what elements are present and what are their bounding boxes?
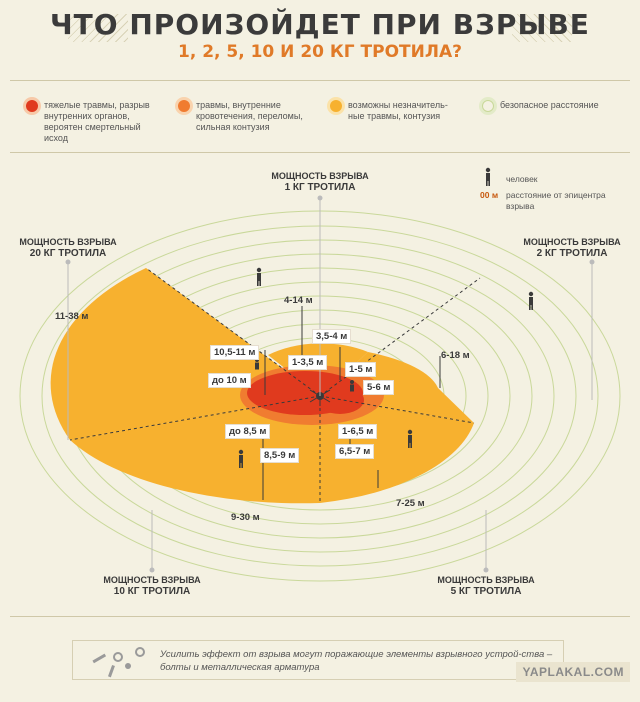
distance-10-5-11: 10,5-11 м <box>210 345 260 360</box>
charge-label-20kg: МОЩНОСТЬ ВЗРЫВА 20 КГ ТРОТИЛА <box>19 237 117 259</box>
callout-dots <box>65 195 595 573</box>
sector-dividers <box>69 267 481 503</box>
key-distance-label: расстояние от эпицентра взрыва <box>506 190 606 211</box>
page-subtitle: 1, 2, 5, 10 И 20 КГ ТРОТИЛА? <box>177 42 463 62</box>
charge-label-1kg: МОЩНОСТЬ ВЗРЫВА 1 КГ ТРОТИЛА <box>271 171 369 193</box>
sector-10kg-minor <box>70 396 320 504</box>
charge-label-10kg: МОЩНОСТЬ ВЗРЫВА 10 КГ ТРОТИЛА <box>103 575 201 597</box>
distance-6-5-7: 6,5-7 м <box>335 444 375 459</box>
distance-1-3-5: 1-3,5 м <box>288 355 328 370</box>
header-divider <box>10 80 630 81</box>
person-icons <box>238 167 534 468</box>
watermark: YAPLAKAL.COM <box>516 662 630 682</box>
distance-8-5-9: 8,5-9 м <box>260 448 300 463</box>
sector-5kg-minor <box>320 396 474 503</box>
distance-5-6: 5-6 м <box>363 380 395 395</box>
severe-dot-icon <box>26 100 38 112</box>
title-decoration-right <box>512 14 572 42</box>
key-distance-sample: 00 м <box>480 190 499 200</box>
distance-4-14: 4-14 м <box>284 295 313 306</box>
footer-note-box <box>72 640 564 680</box>
distance-6-18: 6-18 м <box>441 350 470 361</box>
distance-3-5-4: 3,5-4 м <box>312 329 352 344</box>
distance-do-8-5: до 8,5 м <box>225 424 271 439</box>
bolts-icon <box>92 647 145 678</box>
distance-7-25: 7-25 м <box>396 498 425 509</box>
distance-11-38: 11-38 м <box>55 311 89 322</box>
key-person-label: человек <box>506 174 538 184</box>
safe-dot-icon <box>482 100 494 112</box>
charge-label-2kg: МОЩНОСТЬ ВЗРЫВА 2 КГ ТРОТИЛА <box>523 237 621 259</box>
legend-divider <box>10 152 630 153</box>
minor-dot-icon <box>330 100 342 112</box>
charge-label-5kg: МОЩНОСТЬ ВЗРЫВА 5 КГ ТРОТИЛА <box>437 575 535 597</box>
title-decoration-left <box>68 14 128 42</box>
distance-do-10: до 10 м <box>208 373 251 388</box>
distance-9-30: 9-30 м <box>231 512 260 523</box>
footer-note: Усилить эффект от взрыва могут поражающи… <box>160 649 553 673</box>
page-title: ЧТО ПРОИЗОЙДЕТ ПРИ ВЗРЫВЕ <box>50 8 590 41</box>
footer-divider <box>10 616 630 617</box>
moderate-dot-icon <box>178 100 190 112</box>
distance-1-6-5: 1-6,5 м <box>338 424 378 439</box>
distance-1-5: 1-5 м <box>345 362 377 377</box>
